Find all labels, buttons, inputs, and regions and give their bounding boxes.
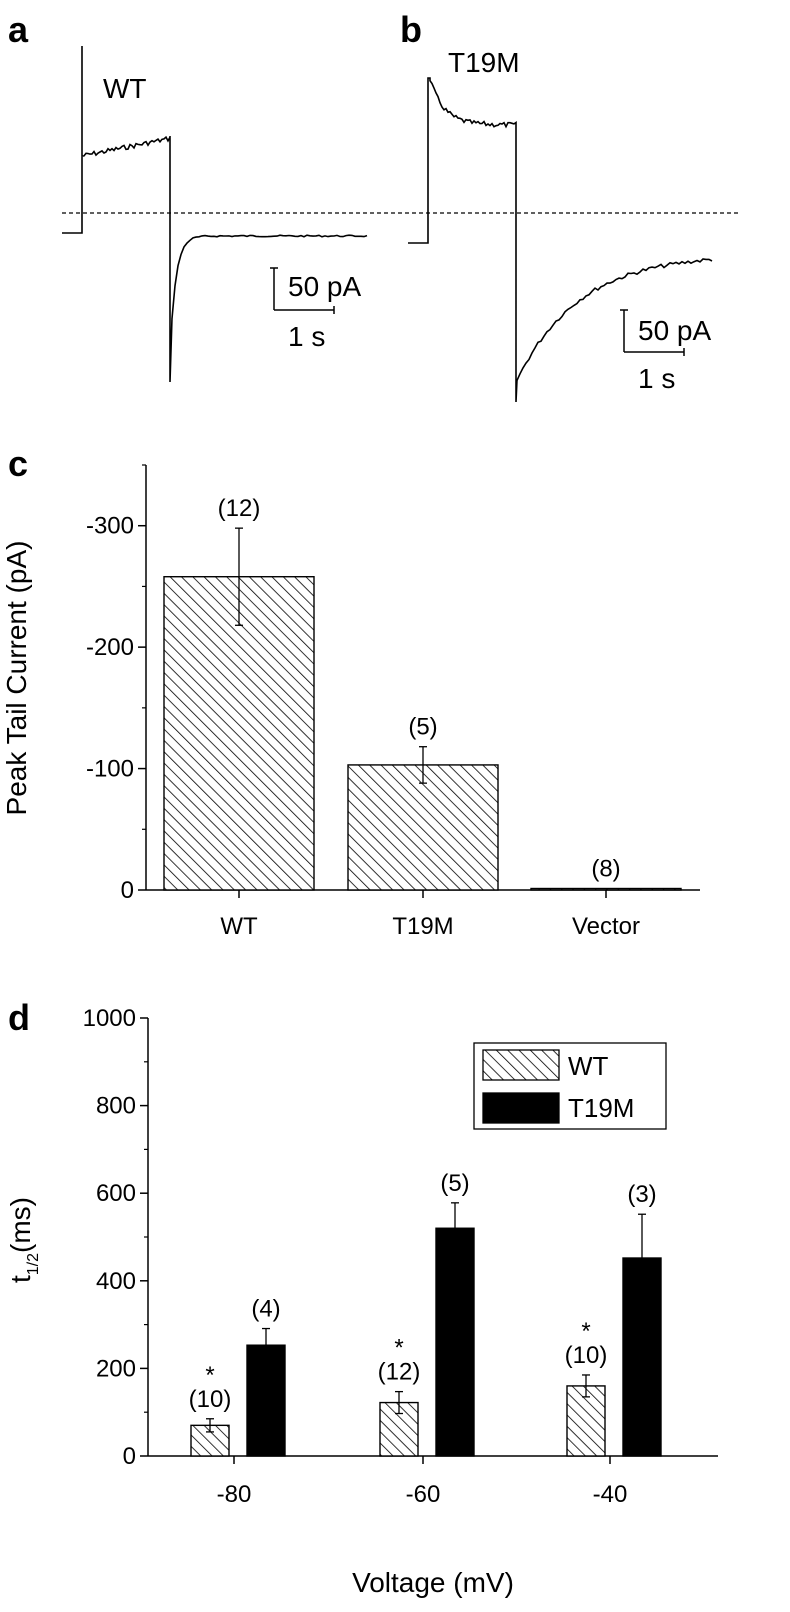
- ylabel-sub: 1/2: [25, 1253, 42, 1275]
- panel-d-significance-star: *: [394, 1335, 403, 1362]
- panel-c-x-tick-label: Vector: [572, 913, 640, 940]
- panel-c-y-tick-label: -200: [86, 634, 134, 661]
- panel-c-x-tick-label: WT: [220, 913, 258, 940]
- panel-d-count-label: (3): [627, 1181, 656, 1208]
- scale-bar-b: 50 pA 1 s: [620, 309, 711, 394]
- panel-d-significance-star: *: [581, 1318, 590, 1345]
- panel-c-bar: [347, 764, 499, 891]
- panel-d-count-label: (4): [251, 1296, 280, 1323]
- trace-wt: [62, 46, 368, 383]
- panel-c-bar: [163, 576, 315, 891]
- panel-letter-a: a: [8, 9, 29, 50]
- panel-d-x-tick-label: -80: [217, 1481, 252, 1508]
- panel-c-y-tick-label: 0: [121, 877, 134, 904]
- trace-label-t19m: T19M: [448, 47, 520, 78]
- panel-d-x-tick-label: -60: [406, 1481, 441, 1508]
- panel-d-axes: 0 200 400 600 800 1000 -80 -60 -40: [83, 1005, 718, 1508]
- panel-letter-c: c: [8, 443, 28, 484]
- panel-c-count-label: (5): [408, 714, 437, 741]
- legend-label-wt: WT: [568, 1051, 609, 1081]
- panel-d-y-tick-label: 0: [123, 1443, 136, 1470]
- panel-c-bar: [530, 887, 682, 891]
- ylabel-main: t: [5, 1275, 36, 1283]
- panel-c-bars: (12) (5) (8): [163, 495, 682, 891]
- panel-d-y-tick-label: 200: [96, 1355, 136, 1382]
- panel-d-bar-t19m: [435, 1227, 475, 1457]
- panel-d-x-tick-label: -40: [593, 1481, 628, 1508]
- legend-swatch-wt: [482, 1049, 560, 1081]
- panel-c-y-axis-title: Peak Tail Current (pA): [1, 541, 32, 816]
- panel-c-chart: c 0 -100 -200 -300 WT T19M Vector (12) (5) (8) P…: [1, 443, 700, 940]
- panel-letter-b: b: [400, 9, 422, 50]
- panel-d-count-label: (10): [565, 1342, 608, 1369]
- panel-d-bars: (10)* (12)* (10)*(4)(5) (3): [189, 1170, 662, 1457]
- trace-label-wt: WT: [103, 73, 147, 104]
- panel-d-significance-star: *: [205, 1362, 214, 1389]
- panel-c-count-label: (12): [218, 495, 261, 522]
- panel-c-y-tick-label: -300: [86, 513, 134, 540]
- panel-letter-d: d: [8, 997, 30, 1038]
- scale-b-current: 50 pA: [638, 315, 711, 346]
- scale-bar-a: 50 pA 1 s: [270, 267, 361, 352]
- panel-d-bar-t19m: [622, 1257, 662, 1457]
- trace-t19m: [408, 77, 713, 403]
- scale-a-current: 50 pA: [288, 271, 361, 302]
- scale-b-time: 1 s: [638, 363, 675, 394]
- legend-swatch-t19m: [482, 1092, 560, 1124]
- panel-c-x-tick-label: T19M: [392, 913, 453, 940]
- panel-d-y-axis-title: t1/2(ms): [5, 1197, 42, 1283]
- panel-d-y-tick-label: 1000: [83, 1005, 136, 1032]
- scale-a-time: 1 s: [288, 321, 325, 352]
- panel-d-count-label: (5): [440, 1170, 469, 1197]
- traces-panels: a b WT T19M 50 pA 1 s 50 pA 1 s: [8, 9, 738, 403]
- panel-d-y-tick-label: 800: [96, 1093, 136, 1120]
- panel-d-legend: WT T19M: [473, 1042, 667, 1130]
- panel-d-count-label: (10): [189, 1386, 232, 1413]
- panel-c-count-label: (8): [591, 856, 620, 883]
- panel-d-bar-t19m: [246, 1344, 286, 1457]
- panel-d-count-label: (12): [378, 1359, 421, 1386]
- ylabel-unit: (ms): [5, 1197, 36, 1253]
- panel-d-y-tick-label: 400: [96, 1268, 136, 1295]
- panel-c-y-tick-label: -100: [86, 756, 134, 783]
- panel-d-x-axis-title: Voltage (mV): [352, 1567, 514, 1598]
- legend-label-t19m: T19M: [568, 1093, 634, 1123]
- panel-d-y-tick-label: 600: [96, 1180, 136, 1207]
